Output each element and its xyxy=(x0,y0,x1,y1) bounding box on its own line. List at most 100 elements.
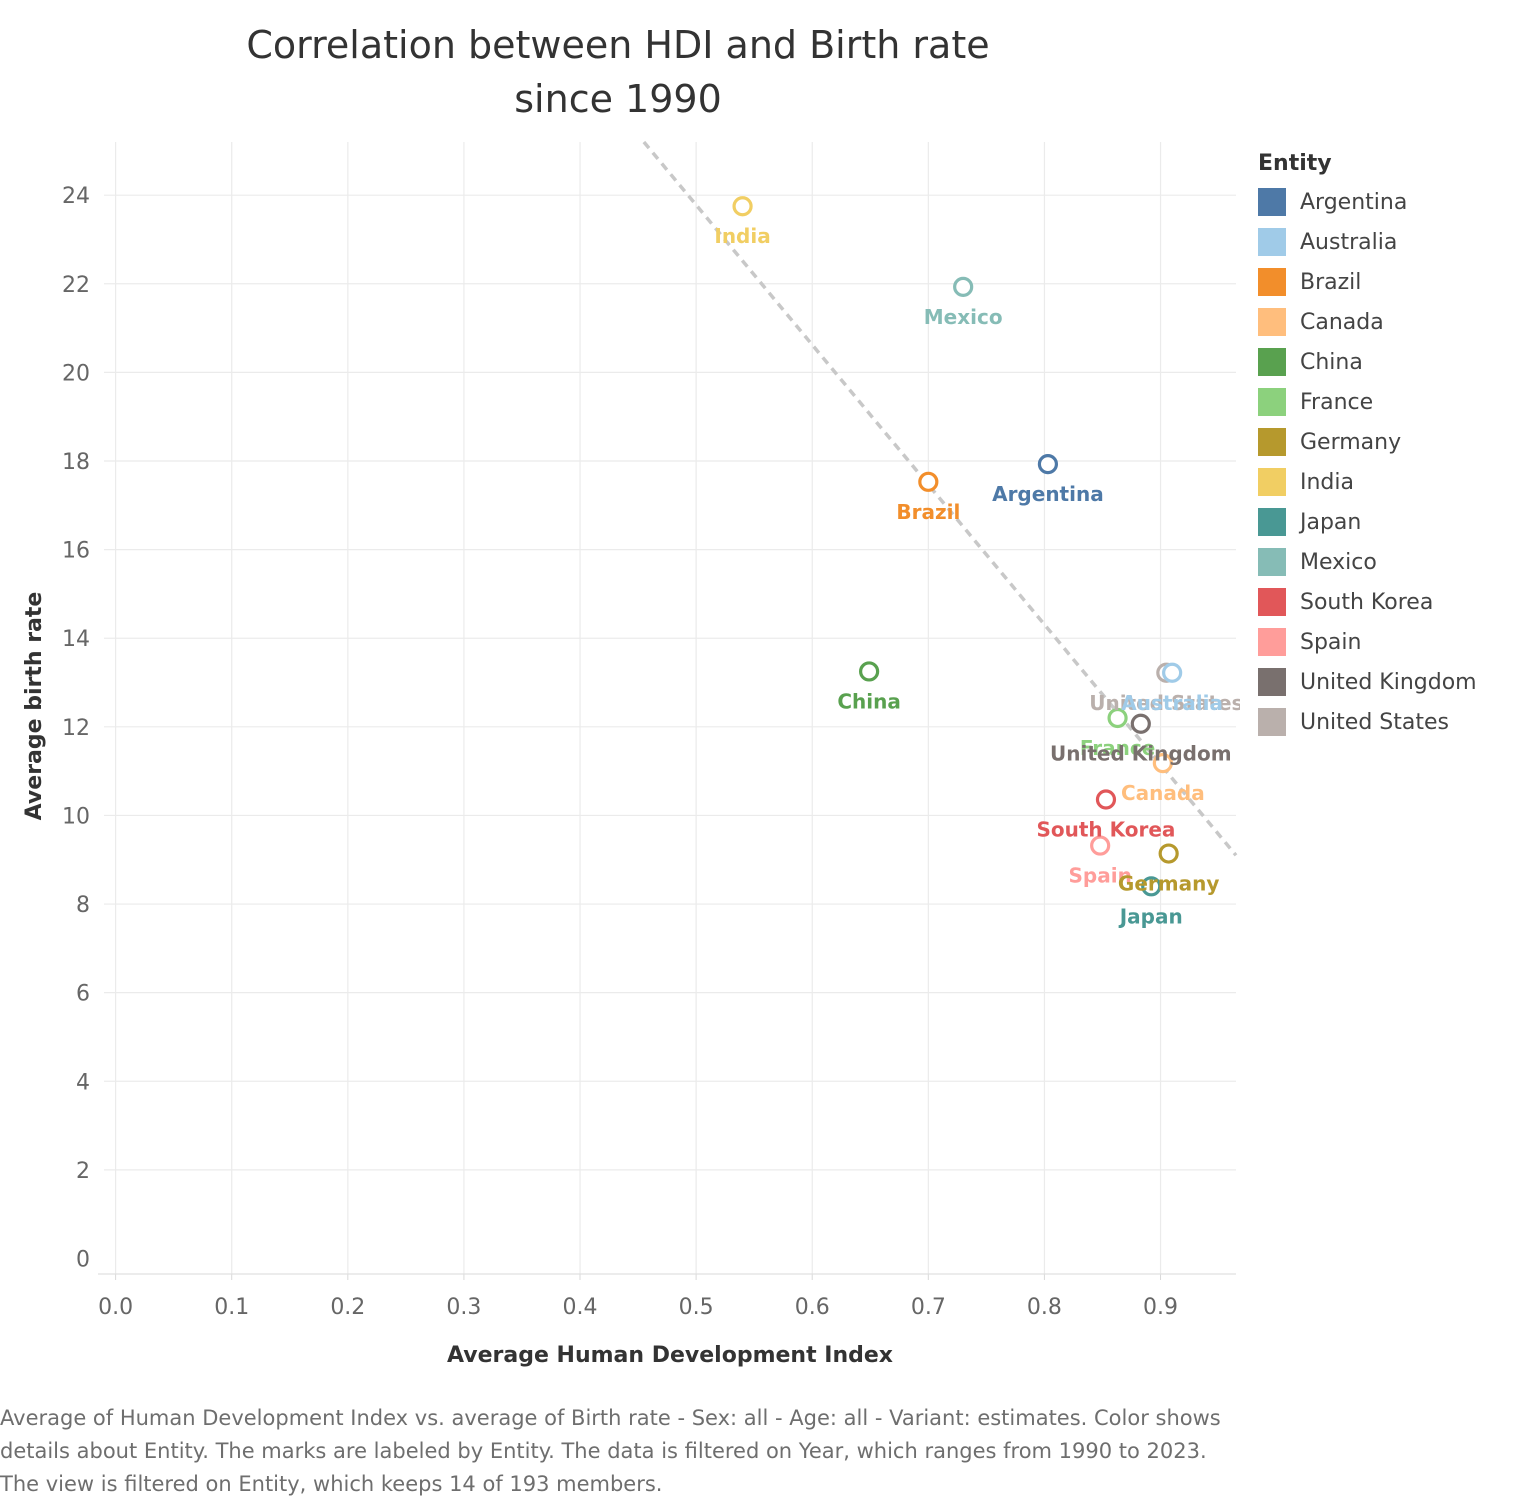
y-tick-label: 0 xyxy=(76,1247,90,1272)
legend-item[interactable]: Canada xyxy=(1258,302,1528,342)
legend-swatch xyxy=(1258,588,1286,616)
data-points xyxy=(732,196,1183,897)
y-tick-label: 4 xyxy=(76,1070,90,1095)
point-label: China xyxy=(837,689,901,713)
y-tick-label: 24 xyxy=(62,184,90,209)
legend-label: India xyxy=(1300,469,1354,495)
gridlines xyxy=(104,142,1236,1274)
point-label: Spain xyxy=(1069,864,1132,888)
point-label: Argentina xyxy=(992,482,1104,506)
legend-label: United Kingdom xyxy=(1300,669,1477,695)
legend-item[interactable]: United States xyxy=(1258,702,1528,742)
legend-title: Entity xyxy=(1258,151,1332,176)
data-point xyxy=(1158,843,1179,864)
point-label: United Kingdom xyxy=(1050,742,1232,766)
legend-swatch xyxy=(1258,228,1286,256)
data-point xyxy=(732,196,753,217)
point-label: India xyxy=(714,224,770,248)
legend-item[interactable]: Australia xyxy=(1258,222,1528,262)
legend-item[interactable]: Spain xyxy=(1258,622,1528,662)
data-point xyxy=(1152,753,1173,774)
legend: Entity Argentina Australia Brazil Canada Chi… xyxy=(1258,146,1528,742)
trend-line-layer xyxy=(642,140,1238,857)
y-tick-label: 14 xyxy=(62,627,90,652)
data-point xyxy=(1107,707,1128,729)
legend-item[interactable]: China xyxy=(1258,342,1528,382)
data-point xyxy=(1090,835,1111,856)
legend-label: South Korea xyxy=(1300,589,1434,615)
legend-swatch xyxy=(1258,708,1286,736)
legend-label: Australia xyxy=(1300,229,1398,255)
y-tick-label: 16 xyxy=(62,539,90,564)
x-tick-label: 0.8 xyxy=(1027,1295,1062,1320)
x-tick-label: 0.4 xyxy=(563,1295,598,1320)
legend-swatch xyxy=(1258,428,1286,456)
point-labels: India Mexico Argentina Brazil China United St… xyxy=(714,224,1240,928)
legend-swatch xyxy=(1258,348,1286,376)
y-tick-label: 10 xyxy=(62,804,90,829)
chart-title-line2: since 1990 xyxy=(514,77,722,121)
trend-line xyxy=(642,140,1238,857)
data-point xyxy=(918,471,939,492)
point-label: Australia xyxy=(1121,691,1223,715)
x-tick-label: 0.3 xyxy=(446,1295,481,1320)
legend-swatch xyxy=(1258,268,1286,296)
point-label: Mexico xyxy=(924,305,1003,329)
data-point xyxy=(1141,876,1162,897)
legend-item[interactable]: Argentina xyxy=(1258,182,1528,222)
legend-label: Germany xyxy=(1300,429,1402,455)
x-tick-label: 0.7 xyxy=(911,1295,946,1320)
chart-title-line1: Correlation between HDI and Birth rate xyxy=(246,23,990,67)
data-point xyxy=(859,661,880,682)
legend-swatch xyxy=(1258,508,1286,536)
y-tick-label: 8 xyxy=(76,893,90,918)
legend-label: France xyxy=(1300,389,1374,415)
legend-swatch xyxy=(1258,388,1286,416)
legend-label: United States xyxy=(1300,709,1449,735)
point-label: South Korea xyxy=(1036,817,1175,841)
data-point xyxy=(953,276,974,297)
legend-swatch xyxy=(1258,628,1286,656)
legend-item[interactable]: Brazil xyxy=(1258,262,1528,302)
axes: 0.0 0.1 0.2 0.3 0.4 0.5 0.6 0.7 0.8 0.90246810121… xyxy=(22,184,1236,1368)
y-tick-label: 18 xyxy=(62,450,90,475)
legend-label: Spain xyxy=(1300,629,1362,655)
legend-label: Canada xyxy=(1300,309,1384,335)
point-label: United States xyxy=(1089,691,1240,715)
y-tick-label: 6 xyxy=(76,982,90,1007)
legend-items: Argentina Australia Brazil Canada China Franc… xyxy=(1258,182,1528,742)
legend-item[interactable]: France xyxy=(1258,382,1528,422)
scatter-plot: 0.0 0.1 0.2 0.3 0.4 0.5 0.6 0.7 0.8 0.90246810121… xyxy=(22,140,1240,1368)
legend-label: Brazil xyxy=(1300,269,1362,295)
legend-item[interactable]: South Korea xyxy=(1258,582,1528,622)
x-tick-label: 0.6 xyxy=(795,1295,830,1320)
y-tick-label: 2 xyxy=(76,1159,90,1184)
data-point xyxy=(1162,662,1183,683)
x-tick-label: 0.0 xyxy=(98,1295,133,1320)
y-tick-label: 12 xyxy=(62,716,90,741)
x-tick-label: 0.1 xyxy=(214,1295,249,1320)
legend-swatch xyxy=(1258,468,1286,496)
legend-swatch xyxy=(1258,668,1286,696)
legend-label: Japan xyxy=(1300,509,1362,535)
point-label: France xyxy=(1080,736,1155,760)
data-point xyxy=(1037,453,1059,475)
data-point xyxy=(1095,789,1117,810)
chart-caption: Average of Human Development Index vs. a… xyxy=(0,1406,1221,1496)
legend-swatch xyxy=(1258,548,1286,576)
legend-label: China xyxy=(1300,349,1363,375)
data-point xyxy=(1130,713,1151,734)
x-axis-title: Average Human Development Index xyxy=(447,1343,893,1368)
legend-item[interactable]: Germany xyxy=(1258,422,1528,462)
y-tick-label: 22 xyxy=(62,273,90,298)
point-label: Brazil xyxy=(896,500,960,524)
legend-swatch xyxy=(1258,308,1286,336)
legend-item[interactable]: Mexico xyxy=(1258,542,1528,582)
chart-title: Correlation between HDI and Birth rate s… xyxy=(208,18,1028,126)
legend-item[interactable]: United Kingdom xyxy=(1258,662,1528,702)
x-tick-label: 0.5 xyxy=(679,1295,714,1320)
legend-item[interactable]: Japan xyxy=(1258,502,1528,542)
point-label: Germany xyxy=(1118,872,1219,896)
point-label: Japan xyxy=(1118,904,1183,928)
legend-item[interactable]: India xyxy=(1258,462,1528,502)
